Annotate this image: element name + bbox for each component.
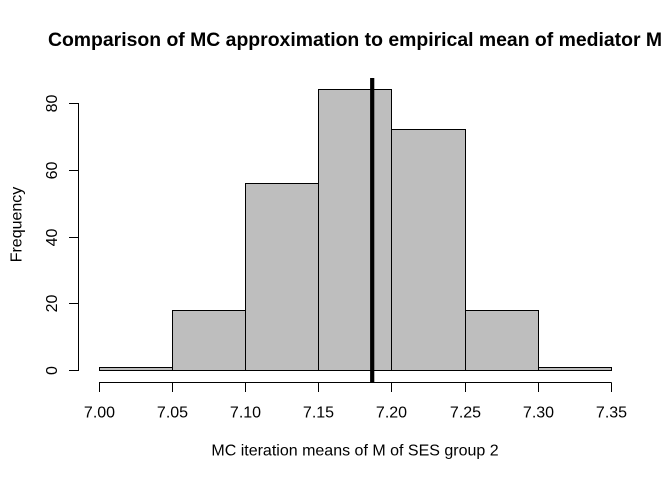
svg-text:Comparison of MC approximation: Comparison of MC approximation to empiri… bbox=[48, 29, 662, 51]
svg-text:40: 40 bbox=[44, 229, 61, 247]
svg-text:7.30: 7.30 bbox=[523, 405, 554, 422]
svg-text:7.05: 7.05 bbox=[157, 405, 188, 422]
svg-text:0: 0 bbox=[44, 366, 61, 375]
svg-text:7.35: 7.35 bbox=[596, 405, 627, 422]
svg-text:80: 80 bbox=[44, 95, 61, 113]
svg-text:MC iteration means of M of SES: MC iteration means of M of SES group 2 bbox=[211, 443, 498, 460]
svg-text:20: 20 bbox=[44, 295, 61, 313]
svg-text:7.15: 7.15 bbox=[303, 405, 334, 422]
svg-text:Frequency: Frequency bbox=[9, 187, 26, 263]
svg-text:7.10: 7.10 bbox=[230, 405, 261, 422]
svg-text:60: 60 bbox=[44, 162, 61, 180]
svg-text:7.00: 7.00 bbox=[84, 405, 115, 422]
svg-text:7.25: 7.25 bbox=[450, 405, 481, 422]
svg-text:7.20: 7.20 bbox=[376, 405, 407, 422]
